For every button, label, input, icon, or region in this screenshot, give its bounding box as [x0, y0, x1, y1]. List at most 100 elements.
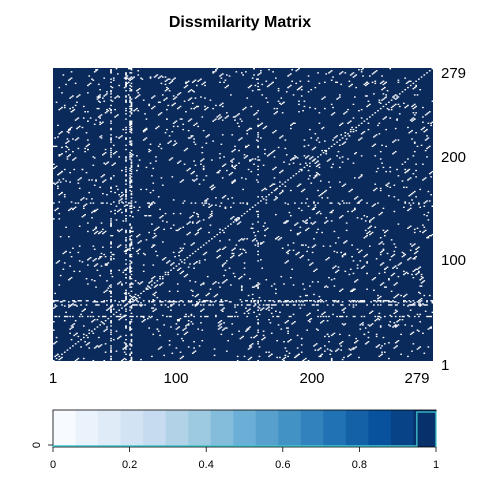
heatmap-cell — [289, 301, 292, 303]
heatmap-cell — [311, 160, 314, 162]
heatmap-cell — [345, 240, 348, 242]
heatmap-cell — [91, 279, 93, 281]
heatmap-cell — [57, 136, 59, 138]
heatmap-cell — [348, 190, 351, 193]
heatmap-cell — [374, 80, 377, 82]
heatmap-cell — [378, 312, 381, 315]
heatmap-cell — [268, 300, 270, 302]
heatmap-cell — [133, 206, 136, 208]
heatmap-cell — [103, 300, 106, 302]
heatmap-cell — [240, 285, 243, 287]
heatmap-cell — [258, 283, 261, 285]
heatmap-cell — [110, 223, 112, 225]
heatmap-cell — [129, 268, 131, 270]
heatmap-cell — [174, 143, 176, 145]
heatmap-cell — [171, 79, 174, 81]
heatmap-cell — [125, 244, 127, 246]
heatmap-cell — [129, 72, 131, 74]
heatmap-cell — [178, 161, 180, 163]
heatmap-cell — [283, 101, 285, 103]
heatmap-cell — [123, 305, 126, 307]
heatmap-cell — [63, 315, 66, 318]
heatmap-cell — [137, 89, 140, 91]
heatmap-cell — [300, 300, 303, 302]
heatmap-cell — [321, 321, 323, 323]
heatmap-cell — [125, 78, 127, 80]
heatmap-cell — [130, 102, 133, 105]
heatmap-cell — [179, 267, 182, 269]
heatmap-cell — [110, 269, 112, 271]
heatmap-cell — [388, 108, 390, 111]
heatmap-cell — [125, 289, 127, 291]
heatmap-cell — [209, 288, 212, 290]
heatmap-cell — [362, 266, 364, 268]
heatmap-cell — [142, 316, 145, 319]
heatmap-cell — [118, 301, 121, 303]
heatmap-cell — [179, 105, 182, 108]
heatmap-cell — [339, 290, 341, 292]
heatmap-cell — [307, 169, 310, 172]
heatmap-cell — [65, 311, 67, 313]
heatmap-cell — [122, 220, 125, 222]
heatmap-cell — [413, 190, 416, 193]
heatmap-cell — [166, 262, 168, 264]
colorbar-swatch — [188, 410, 212, 447]
heatmap-cell — [156, 318, 159, 321]
heatmap-cell — [411, 129, 413, 132]
heatmap-cell — [97, 232, 100, 235]
heatmap-cell — [231, 159, 234, 161]
heatmap-cell — [258, 307, 261, 309]
heatmap-cell — [411, 332, 413, 334]
heatmap-cell — [279, 185, 281, 187]
heatmap-cell — [427, 236, 430, 238]
heatmap-cell — [415, 84, 417, 87]
heatmap-cell — [119, 304, 122, 306]
heatmap-cell — [189, 280, 191, 282]
heatmap-cell — [255, 284, 258, 286]
heatmap-cell — [366, 342, 368, 344]
heatmap-cell — [155, 75, 157, 77]
heatmap-cell — [170, 326, 172, 328]
heatmap-cell — [276, 356, 279, 359]
heatmap-cell — [431, 233, 434, 236]
heatmap-cell — [382, 93, 385, 95]
heatmap-cell — [231, 164, 234, 166]
heatmap-cell — [379, 347, 382, 349]
heatmap-cell — [257, 359, 259, 362]
heatmap-cell — [87, 120, 89, 122]
heatmap-cell — [93, 301, 96, 303]
heatmap-cell — [260, 72, 262, 74]
heatmap-cell — [370, 232, 373, 235]
heatmap-cell — [420, 144, 423, 147]
heatmap-cell — [416, 313, 419, 316]
heatmap-cell — [404, 201, 407, 203]
heatmap-cell — [378, 122, 381, 124]
heatmap-cell — [212, 283, 215, 285]
heatmap-cell — [76, 332, 78, 334]
heatmap-cell — [163, 258, 165, 260]
heatmap-cell — [104, 230, 107, 233]
heatmap-cell — [57, 353, 59, 355]
heatmap-cell — [84, 341, 86, 343]
heatmap-cell — [61, 146, 63, 149]
heatmap-cell — [262, 304, 265, 306]
heatmap-cell — [53, 145, 55, 148]
heatmap-cell — [401, 91, 404, 93]
heatmap-cell — [55, 341, 58, 343]
heatmap-cell — [201, 329, 204, 331]
heatmap-cell — [285, 304, 288, 306]
heatmap-cell — [103, 330, 106, 332]
heatmap-cell — [362, 322, 364, 324]
heatmap-cell — [412, 276, 415, 279]
heatmap-cell — [91, 330, 93, 332]
heatmap-cell — [142, 320, 145, 322]
heatmap-cell — [328, 315, 330, 318]
heatmap-cell — [95, 231, 97, 234]
colorbar-swatch — [233, 410, 257, 447]
heatmap-cell — [130, 76, 133, 78]
heatmap-cell — [129, 97, 131, 99]
heatmap-cell — [219, 324, 221, 326]
heatmap-cell — [201, 283, 204, 285]
heatmap-cell — [333, 332, 336, 334]
heatmap-cell — [54, 300, 57, 302]
